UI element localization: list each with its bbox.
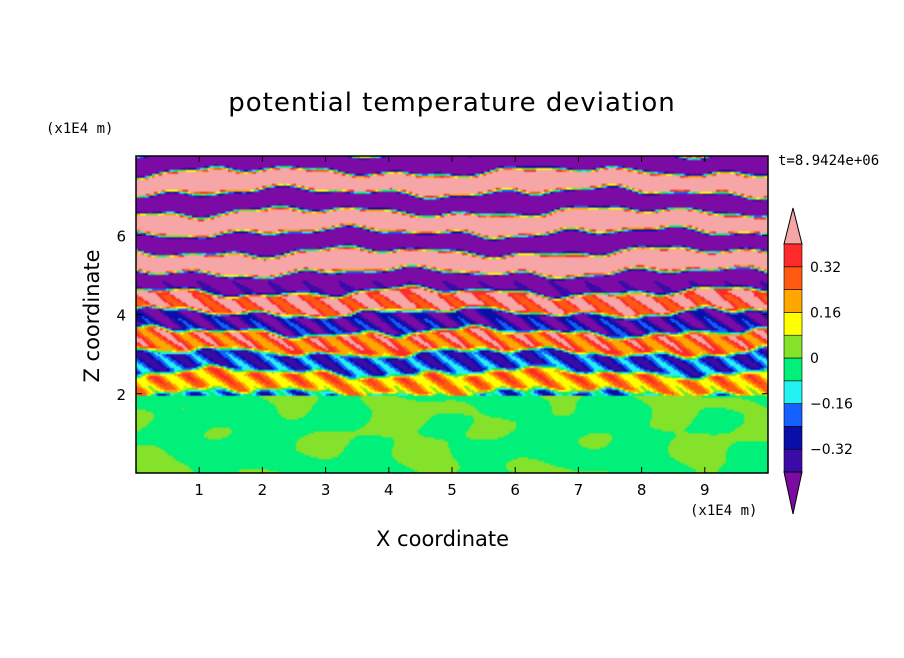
colorbar: 0.32 0.16 0 −0.16 −0.32 bbox=[783, 207, 853, 515]
colorbar-label: 0.32 bbox=[810, 260, 841, 276]
colorbar-band bbox=[783, 357, 803, 382]
x-tick-label: 4 bbox=[384, 481, 394, 499]
colorbar-band bbox=[783, 312, 803, 336]
colorbar-band bbox=[783, 380, 803, 404]
x-tick-label: 6 bbox=[510, 481, 520, 499]
colorbar-label: −0.32 bbox=[810, 442, 853, 458]
colorbar-band bbox=[783, 266, 803, 290]
x-axis: 1 2 3 4 5 6 7 8 9 bbox=[194, 156, 710, 499]
x-tick-label: 8 bbox=[637, 481, 647, 499]
chart-title: potential temperature deviation bbox=[228, 88, 676, 118]
colorbar-extend-top bbox=[783, 207, 803, 245]
y-axis-label: Z coordinate bbox=[80, 249, 104, 383]
x-axis-label: X coordinate bbox=[376, 527, 510, 551]
x-tick-label: 3 bbox=[321, 481, 331, 499]
colorbar-band bbox=[783, 448, 803, 473]
x-tick-label: 2 bbox=[258, 481, 268, 499]
z-axis-unit: (x1E4 m) bbox=[46, 121, 114, 137]
x-tick-label: 1 bbox=[194, 481, 204, 499]
y-axis: 2 4 6 bbox=[116, 227, 768, 404]
colorbar-label: 0.16 bbox=[810, 305, 841, 321]
y-tick-label: 2 bbox=[116, 386, 126, 404]
colorbar-band bbox=[783, 243, 803, 268]
colorbar-band bbox=[783, 334, 803, 359]
colorbar-band bbox=[783, 426, 803, 450]
colorbar-label: 0 bbox=[810, 351, 819, 367]
x-tick-label: 5 bbox=[447, 481, 457, 499]
y-tick-label: 6 bbox=[116, 227, 126, 245]
x-tick-label: 7 bbox=[574, 481, 584, 499]
colorbar-band bbox=[783, 403, 803, 427]
colorbar-label: −0.16 bbox=[810, 397, 853, 413]
y-tick-label: 4 bbox=[116, 307, 126, 325]
timestamp: t=8.9424e+06 bbox=[778, 153, 880, 169]
x-axis-unit: (x1E4 m) bbox=[690, 503, 758, 519]
colorbar-band bbox=[783, 289, 803, 313]
plot-area bbox=[136, 156, 768, 473]
contour-field bbox=[136, 156, 768, 473]
colorbar-extend-bottom bbox=[783, 471, 803, 515]
x-tick-label: 9 bbox=[700, 481, 710, 499]
